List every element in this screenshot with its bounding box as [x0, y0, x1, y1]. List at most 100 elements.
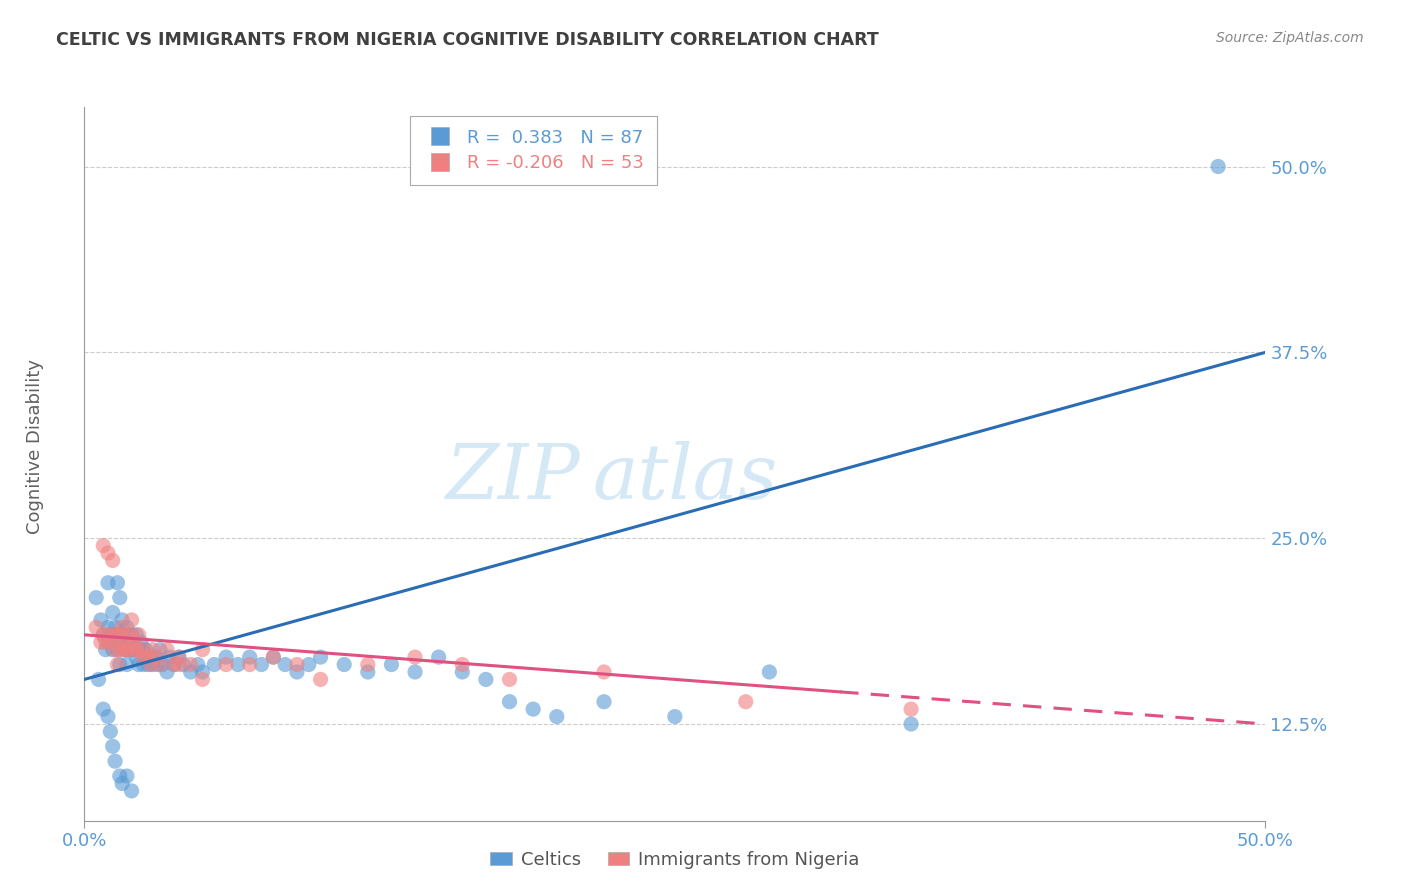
Point	[115, 657, 138, 672]
Point	[226, 657, 249, 672]
Point	[84, 620, 107, 634]
Point	[107, 657, 129, 672]
Text: ZIP: ZIP	[446, 442, 581, 515]
Point	[97, 628, 120, 642]
Point	[187, 657, 209, 672]
Point	[215, 657, 238, 672]
Point	[115, 642, 138, 657]
Point	[239, 657, 262, 672]
Point	[143, 650, 166, 665]
Point	[142, 642, 165, 657]
Point	[758, 665, 780, 679]
Point	[108, 628, 131, 642]
Point	[404, 665, 426, 679]
Point	[121, 628, 143, 642]
Point	[128, 628, 150, 642]
Point	[121, 628, 143, 642]
Point	[118, 642, 141, 657]
Point	[522, 702, 544, 716]
Point	[298, 657, 321, 672]
Point	[104, 754, 127, 768]
Point	[128, 657, 150, 672]
Point	[136, 650, 159, 665]
Point	[104, 620, 127, 634]
Point	[115, 642, 138, 657]
Point	[357, 657, 380, 672]
Point	[114, 642, 136, 657]
Point	[664, 709, 686, 723]
Point	[451, 657, 474, 672]
Point	[121, 642, 143, 657]
Point	[111, 776, 134, 790]
Point	[180, 657, 202, 672]
Text: atlas: atlas	[592, 442, 778, 515]
Point	[115, 769, 138, 783]
Point	[150, 657, 173, 672]
Point	[108, 591, 131, 605]
Point	[734, 695, 756, 709]
Legend: Celtics, Immigrants from Nigeria: Celtics, Immigrants from Nigeria	[482, 844, 868, 876]
Point	[475, 673, 498, 687]
Point	[111, 635, 134, 649]
Point	[114, 642, 136, 657]
Point	[108, 657, 131, 672]
Point	[94, 635, 117, 649]
Point	[129, 635, 152, 649]
Point	[98, 635, 121, 649]
Point	[143, 650, 166, 665]
Point	[97, 575, 120, 590]
Point	[101, 628, 124, 642]
Point	[101, 553, 124, 567]
Point	[191, 665, 214, 679]
Point	[167, 657, 190, 672]
Point	[125, 642, 148, 657]
Point	[121, 613, 143, 627]
Point	[191, 673, 214, 687]
Text: Source: ZipAtlas.com: Source: ZipAtlas.com	[1216, 31, 1364, 45]
Point	[90, 613, 112, 627]
Point	[142, 657, 165, 672]
Point	[380, 657, 402, 672]
Point	[125, 650, 148, 665]
Point	[98, 628, 121, 642]
Point	[250, 657, 273, 672]
Point	[125, 642, 148, 657]
Point	[309, 650, 332, 665]
Point	[97, 635, 120, 649]
Point	[132, 650, 155, 665]
Point	[239, 650, 262, 665]
Point	[900, 702, 922, 716]
Point	[91, 628, 114, 642]
Point	[101, 739, 124, 754]
Point	[122, 635, 145, 649]
Point	[262, 650, 284, 665]
Text: CELTIC VS IMMIGRANTS FROM NIGERIA COGNITIVE DISABILITY CORRELATION CHART: CELTIC VS IMMIGRANTS FROM NIGERIA COGNIT…	[56, 31, 879, 49]
Point	[900, 717, 922, 731]
Point	[97, 709, 120, 723]
Point	[215, 650, 238, 665]
Point	[108, 642, 131, 657]
Point	[132, 642, 155, 657]
Point	[357, 665, 380, 679]
Point	[156, 665, 179, 679]
Point	[91, 628, 114, 642]
Point	[167, 650, 190, 665]
Point	[107, 575, 129, 590]
Point	[202, 657, 225, 672]
Point	[118, 642, 141, 657]
Point	[104, 642, 127, 657]
Point	[111, 620, 134, 634]
Point	[118, 635, 141, 649]
Point	[122, 642, 145, 657]
Point	[157, 650, 180, 665]
Point	[107, 628, 129, 642]
Point	[125, 628, 148, 642]
Point	[114, 628, 136, 642]
Point	[91, 539, 114, 553]
Point	[115, 628, 138, 642]
Point	[285, 665, 308, 679]
Point	[163, 657, 186, 672]
Point	[333, 657, 356, 672]
Point	[1206, 160, 1229, 174]
Point	[87, 673, 110, 687]
